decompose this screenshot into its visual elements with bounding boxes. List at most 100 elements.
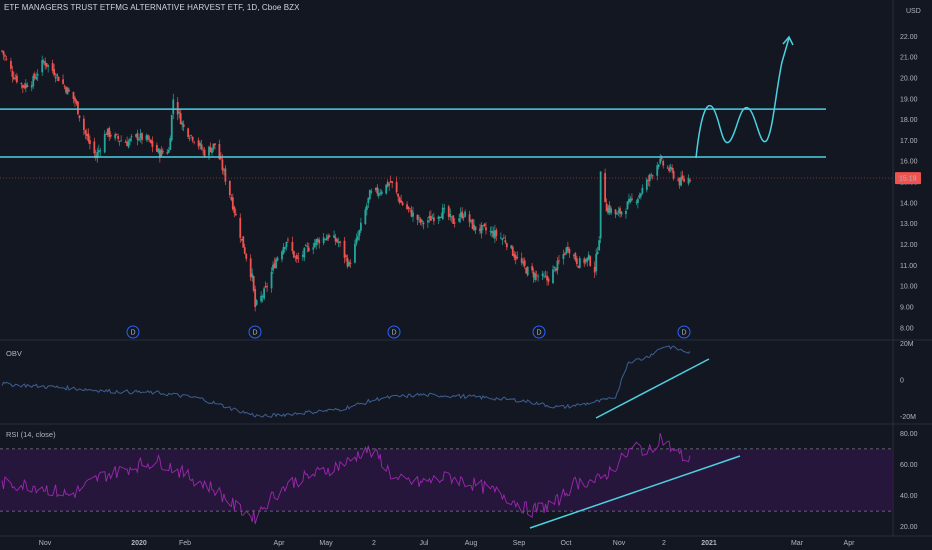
- candle-body: [647, 180, 650, 181]
- candle-body: [616, 213, 618, 215]
- candle-body: [328, 235, 331, 237]
- candle-body: [574, 253, 577, 261]
- candle-body: [233, 206, 236, 214]
- candle-body: [239, 217, 242, 238]
- last-price-value: 15.19: [899, 176, 917, 183]
- candle-body: [516, 256, 519, 259]
- candle-body: [270, 271, 273, 289]
- candle-body: [2, 50, 5, 55]
- candle-body: [221, 159, 224, 171]
- candle-body: [553, 266, 556, 269]
- candle-body: [312, 247, 315, 250]
- candle-body: [301, 254, 304, 257]
- candle-body: [224, 168, 227, 182]
- candle-body: [429, 215, 432, 221]
- candle-body: [443, 208, 446, 209]
- candle-body: [23, 85, 26, 88]
- x-tick-label: Aug: [465, 540, 478, 547]
- candle-body: [364, 209, 367, 224]
- candle-body: [397, 193, 400, 197]
- candle-body: [483, 223, 486, 227]
- candle-body: [532, 272, 535, 278]
- candle-body: [252, 276, 255, 291]
- candle-body: [88, 140, 91, 144]
- candle-body: [418, 217, 420, 219]
- rsi-tick-label: 80.00: [900, 431, 918, 438]
- candle-body: [482, 225, 484, 226]
- candle-body: [85, 133, 88, 136]
- x-tick-label: Jul: [420, 540, 429, 547]
- candle-body: [535, 274, 538, 276]
- candle-body: [678, 178, 681, 186]
- candle-body: [200, 144, 203, 150]
- candle-body: [562, 254, 565, 259]
- candle-body: [604, 173, 607, 203]
- candle-body: [680, 177, 682, 186]
- candle-body: [358, 230, 361, 236]
- candle-body: [222, 169, 225, 171]
- candle-body: [126, 141, 128, 146]
- candle-body: [83, 118, 85, 130]
- candle-body: [54, 77, 57, 79]
- candle-body: [63, 86, 66, 87]
- candle-body: [432, 217, 435, 222]
- candle-body: [191, 136, 194, 141]
- obv-tick-label: 0: [900, 378, 904, 385]
- candle-body: [619, 208, 621, 214]
- candle-body: [327, 235, 330, 239]
- candle-body: [190, 135, 193, 136]
- candle-body: [505, 243, 508, 248]
- candle-body: [148, 138, 151, 140]
- candle-body: [193, 141, 196, 143]
- x-tick-label: Apr: [844, 540, 856, 547]
- x-tick-label: Nov: [613, 540, 626, 547]
- candle-body: [14, 78, 17, 79]
- candle-body: [306, 245, 309, 248]
- candle-body: [291, 241, 294, 251]
- candle-body: [407, 206, 410, 209]
- candle-body: [471, 219, 474, 229]
- candle-body: [214, 143, 216, 146]
- candle-body: [669, 166, 672, 169]
- price-tick-label: 10.00: [900, 284, 918, 291]
- obv-tick-label: -20M: [900, 414, 916, 421]
- dividend-marker-label: D: [130, 330, 135, 337]
- candle-body: [586, 257, 589, 262]
- candle-body: [450, 216, 453, 218]
- candle-body: [51, 63, 54, 71]
- candle-body: [645, 179, 648, 190]
- candle-body: [511, 247, 514, 256]
- candle-body: [631, 198, 633, 200]
- price-tick-label: 21.00: [900, 55, 918, 62]
- candle-body: [452, 215, 455, 224]
- candle-body: [610, 208, 612, 214]
- candle-body: [587, 254, 590, 260]
- candle-body: [202, 149, 204, 151]
- candle-body: [525, 267, 528, 274]
- candle-body: [209, 146, 212, 152]
- candle-body: [47, 64, 50, 67]
- candle-body: [117, 135, 120, 140]
- candle-body: [458, 218, 461, 222]
- candle-body: [689, 180, 691, 182]
- candle-body: [492, 231, 495, 237]
- x-tick-label: May: [319, 540, 333, 547]
- candle-body: [572, 255, 575, 257]
- candle-body: [565, 247, 568, 254]
- candle-body: [523, 260, 526, 266]
- candle-body: [281, 251, 283, 260]
- candle-body: [421, 220, 423, 223]
- candle-body: [172, 99, 175, 115]
- candle-body: [552, 269, 554, 284]
- candle-body: [33, 74, 36, 78]
- candle-body: [428, 215, 431, 219]
- candle-body: [220, 157, 222, 159]
- rsi-tick-label: 20.00: [900, 524, 918, 531]
- candle-body: [534, 273, 537, 280]
- candle-body: [598, 240, 601, 251]
- candle-body: [395, 181, 398, 193]
- candle-body: [656, 165, 659, 176]
- candle-body: [313, 242, 316, 248]
- candle-body: [212, 143, 215, 149]
